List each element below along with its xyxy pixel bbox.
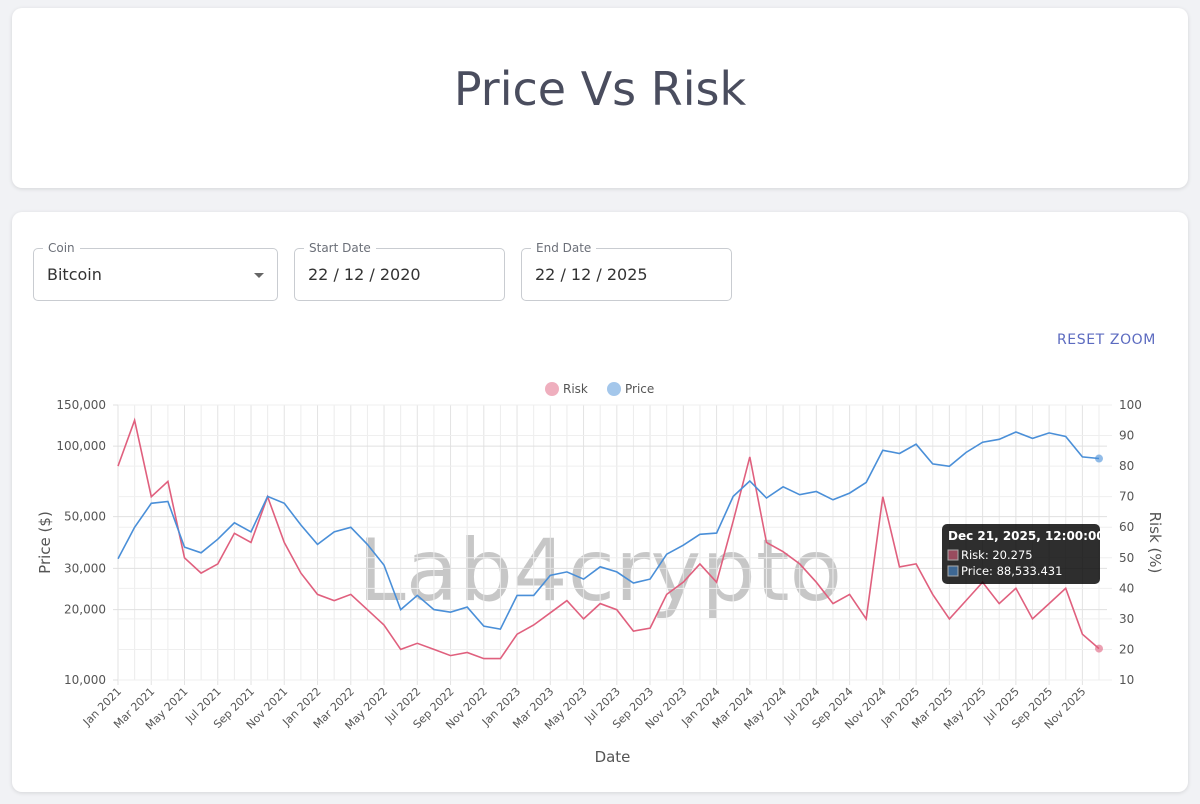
series-line — [117, 417, 1100, 660]
tooltip-swatch — [947, 549, 959, 561]
field-value: Bitcoin — [47, 265, 102, 284]
field-label: End Date — [531, 241, 597, 255]
x-axis-title: Date — [595, 748, 631, 766]
y-tick-label: 30,000 — [64, 561, 106, 575]
legend-label: Risk — [563, 382, 588, 396]
legend-marker — [607, 382, 621, 396]
y2-tick-label: 80 — [1119, 459, 1134, 473]
coin-select[interactable]: Coin Bitcoin — [33, 241, 278, 301]
tooltip-line: Price: 88,533.431 — [961, 564, 1062, 578]
tooltip-line: Risk: 20.275 — [961, 548, 1033, 562]
field-value: 22 / 12 / 2020 — [308, 265, 421, 284]
field-value: 22 / 12 / 2025 — [535, 265, 648, 284]
y-tick-label: 50,000 — [64, 510, 106, 524]
reset-zoom-button[interactable]: RESET ZOOM — [1056, 332, 1156, 348]
y2-tick-label: 70 — [1119, 490, 1134, 504]
hover-point — [1095, 644, 1103, 653]
legend-marker — [545, 382, 559, 396]
y2-tick-label: 10 — [1119, 673, 1134, 687]
y2-tick-label: 20 — [1119, 642, 1134, 656]
tooltip-box — [942, 524, 1100, 584]
y-tick-label: 100,000 — [56, 439, 106, 453]
y2-axis-title: Risk (%) — [1146, 512, 1164, 574]
header-card: Price Vs Risk — [12, 8, 1188, 188]
series-line — [117, 431, 1100, 630]
y2-tick-label: 60 — [1119, 520, 1134, 534]
legend-label: Price — [625, 382, 654, 396]
y2-tick-label: 30 — [1119, 612, 1134, 626]
y-tick-label: 10,000 — [64, 673, 106, 687]
dropdown-arrow — [254, 273, 264, 278]
field-label: Coin — [43, 241, 80, 255]
y2-tick-label: 100 — [1119, 398, 1142, 412]
start-date-input[interactable]: Start Date 22 / 12 / 2020 — [294, 241, 505, 301]
tooltip-title: Dec 21, 2025, 12:00:00 am — [948, 529, 1129, 543]
y2-tick-label: 90 — [1119, 429, 1134, 443]
y2-tick-label: 40 — [1119, 581, 1134, 595]
y-axis-title: Price ($) — [36, 511, 54, 574]
hover-point — [1095, 454, 1103, 463]
page-title: Price Vs Risk — [453, 62, 747, 116]
tooltip-swatch — [947, 565, 959, 577]
y-tick-label: 20,000 — [64, 603, 106, 617]
y-tick-label: 150,000 — [56, 398, 106, 412]
field-label: Start Date — [304, 241, 376, 255]
end-date-input[interactable]: End Date 22 / 12 / 2025 — [521, 241, 732, 301]
y2-tick-label: 50 — [1119, 551, 1134, 565]
